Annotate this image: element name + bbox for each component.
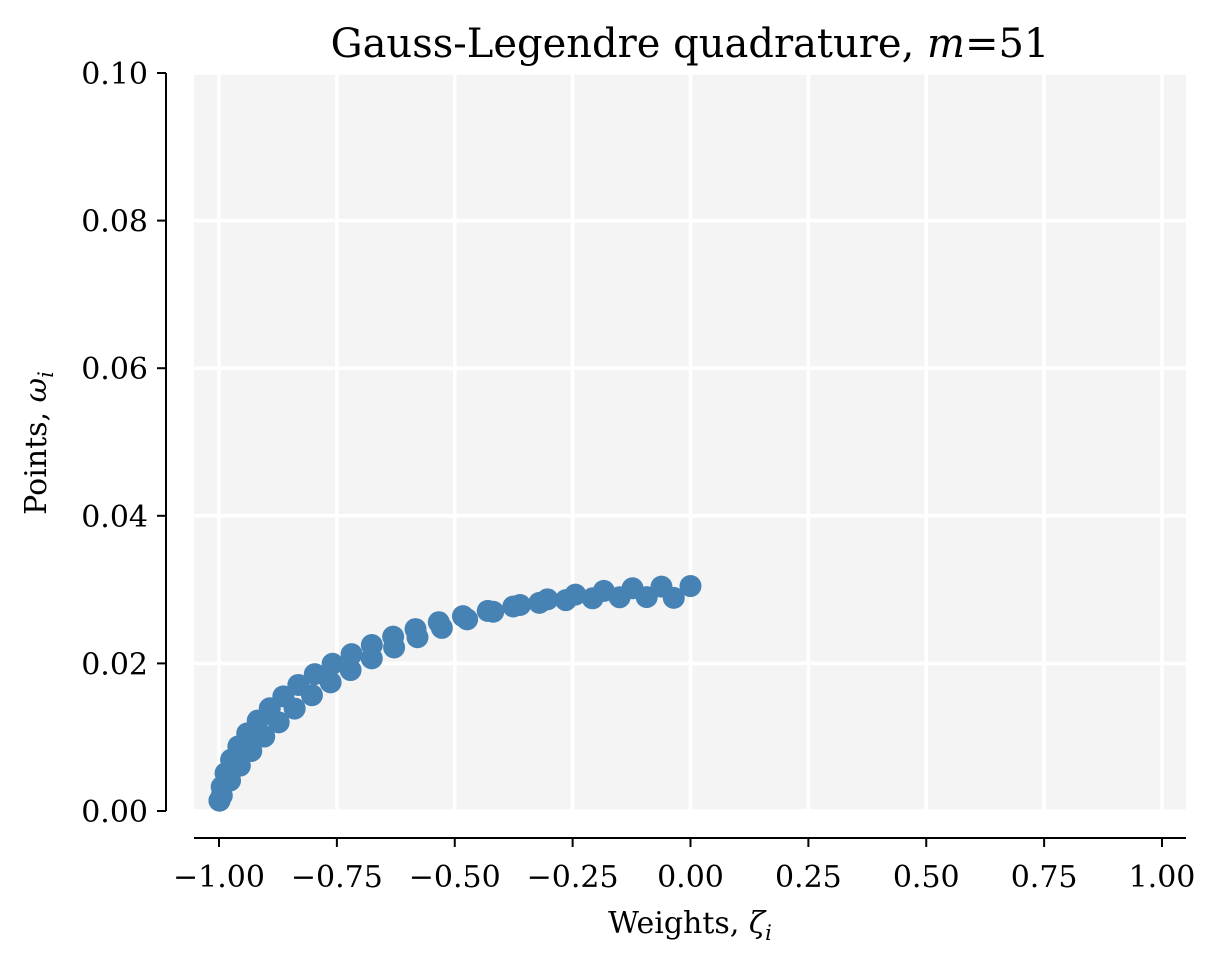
data-point	[321, 652, 344, 675]
y-tick-label: 0.02	[81, 647, 148, 682]
x-tick-label: 0.50	[893, 860, 960, 895]
y-axis-label-subscript: i	[34, 371, 58, 378]
x-axis-label-text: Weights,	[608, 906, 749, 941]
data-point	[360, 647, 383, 670]
chart-title-value: =51	[965, 21, 1049, 67]
y-axis-label: Points, ωi	[19, 371, 58, 515]
x-tick-label: −0.50	[409, 860, 501, 895]
data-point	[679, 575, 702, 598]
data-point	[253, 725, 276, 748]
data-point	[650, 575, 673, 598]
chart-title-variable: m	[927, 21, 965, 67]
data-point	[339, 659, 362, 682]
x-tick-label: −1.00	[173, 860, 265, 895]
chart-title-text: Gauss-Legendre quadrature,	[331, 21, 927, 67]
y-tick-label: 0.00	[81, 795, 148, 830]
x-tick-label: 0.00	[657, 860, 724, 895]
data-point	[267, 711, 290, 734]
chart-title: Gauss-Legendre quadrature, m=51	[331, 21, 1050, 67]
x-tick-label: −0.75	[291, 860, 383, 895]
data-point	[621, 577, 644, 600]
x-tick-labels: −1.00 −0.75 −0.50 −0.25 0.00 0.25 0.50 0.75 1.00	[173, 860, 1195, 895]
data-point	[340, 643, 363, 666]
y-axis-label-text: Points,	[19, 402, 54, 514]
x-tick-label: 0.25	[775, 860, 842, 895]
y-tick-label: 0.04	[81, 500, 148, 535]
y-axis-label-variable: ω	[19, 378, 54, 402]
y-tick-labels: 0.00 0.02 0.04 0.06 0.08 0.10	[81, 57, 148, 830]
points-layer	[208, 575, 702, 812]
data-point	[383, 636, 406, 659]
data-point	[509, 594, 532, 617]
data-point	[536, 588, 559, 611]
data-point	[456, 608, 479, 631]
x-tick-label: 0.75	[1011, 860, 1078, 895]
data-point	[319, 671, 342, 694]
data-point	[564, 583, 587, 606]
data-point	[208, 789, 231, 812]
data-point	[300, 684, 323, 707]
data-point	[592, 579, 615, 602]
x-tick-label: 1.00	[1129, 860, 1196, 895]
x-axis-label-subscript: i	[765, 921, 772, 945]
axes-layer	[157, 72, 1186, 847]
y-tick-label: 0.08	[81, 205, 148, 240]
data-point	[430, 616, 453, 639]
x-tick-label: −0.25	[527, 860, 619, 895]
data-point	[283, 697, 306, 720]
x-axis-label-variable: ζ	[749, 906, 767, 941]
y-tick-label: 0.06	[81, 352, 148, 387]
y-tick-label: 0.10	[81, 57, 148, 92]
x-axis-label: Weights, ζi	[608, 906, 772, 945]
data-point	[482, 600, 505, 623]
grid-layer	[194, 71, 1186, 813]
data-point	[406, 626, 429, 649]
